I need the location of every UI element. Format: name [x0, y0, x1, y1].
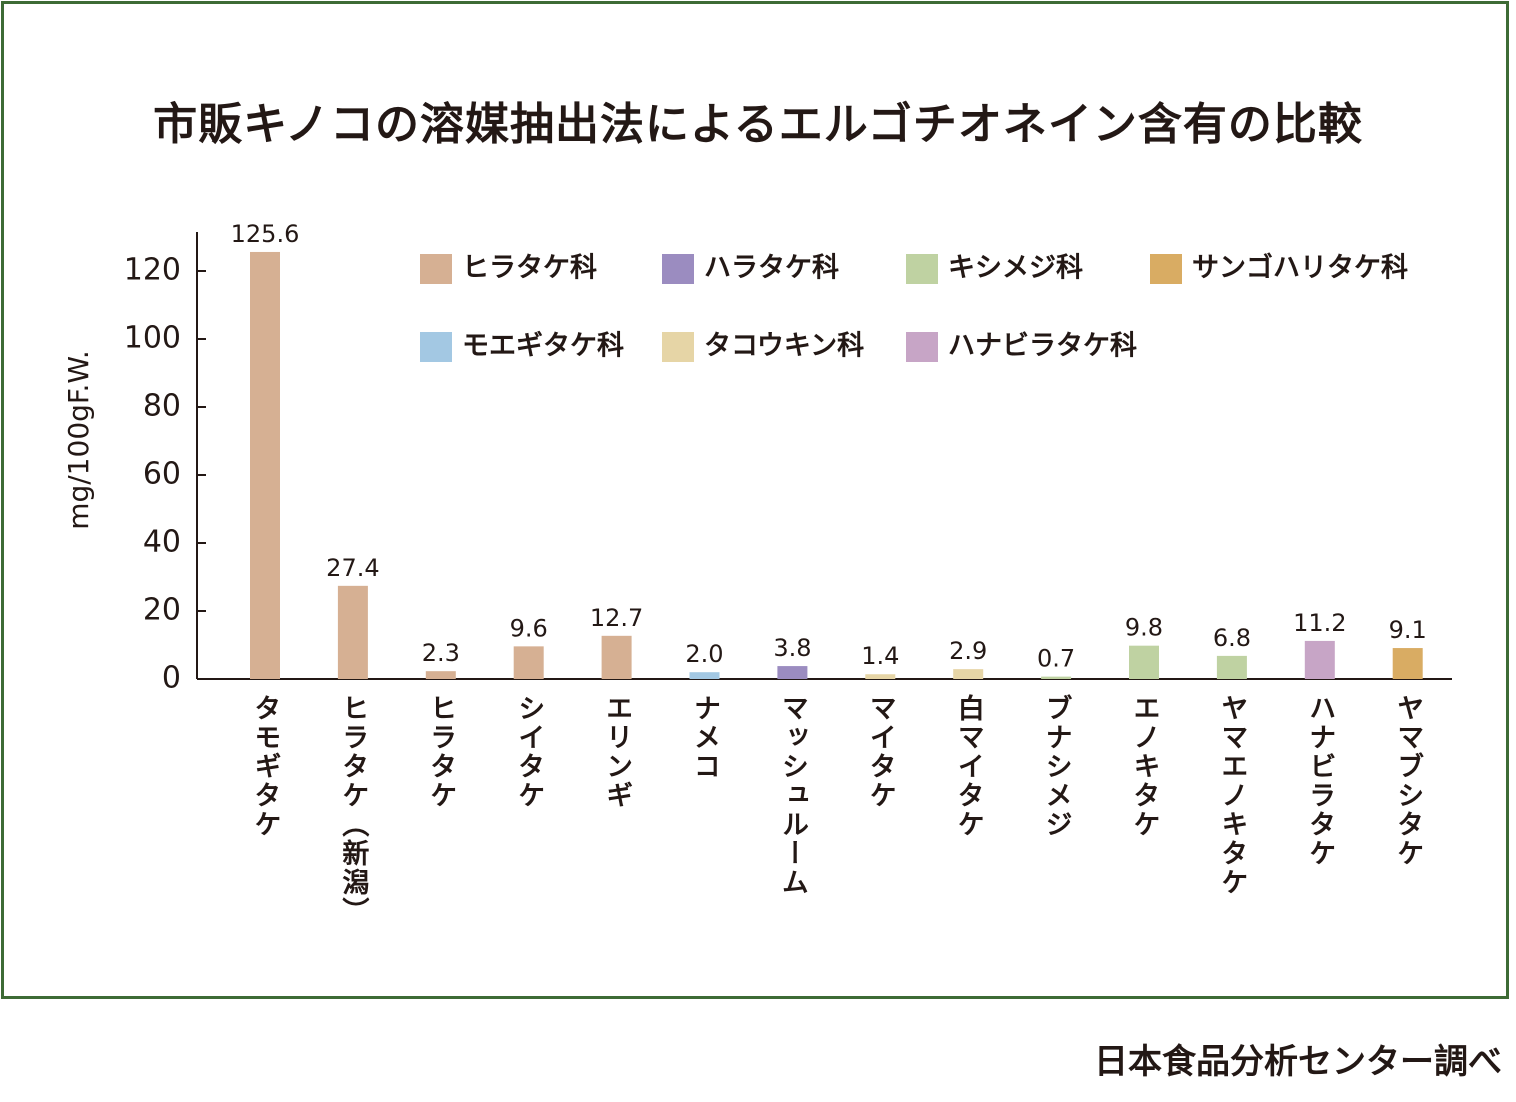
bar-value-label: 2.3 — [422, 639, 460, 667]
bar-value-label: 27.4 — [326, 554, 379, 582]
category-label: 白マイタケ — [953, 693, 984, 839]
category-label: エリンギ — [601, 694, 632, 810]
y-tick-label: 60 — [143, 457, 181, 492]
bar — [1129, 645, 1159, 679]
bar — [689, 672, 720, 679]
legend-item-label: モエギタケ科 — [462, 331, 624, 362]
category-label: ブナシメジ — [1041, 693, 1072, 839]
category-label: ナメコ — [689, 694, 720, 781]
legend-swatch — [906, 332, 938, 362]
category-label: ヤマエノキタケ — [1216, 694, 1247, 897]
bar-value-label: 2.0 — [685, 640, 723, 668]
legend-item-label: タコウキン科 — [704, 331, 864, 362]
bar — [953, 669, 984, 679]
bar-value-label: 2.9 — [949, 637, 987, 665]
y-tick-label: 20 — [143, 593, 181, 628]
legend-swatch — [420, 332, 452, 362]
y-axis: 0 20 40 60 80 100 120 — [124, 232, 206, 696]
category-label: ヤマブシタケ — [1392, 694, 1423, 868]
y-tick-label: 100 — [124, 321, 181, 356]
bar-value-label: 9.8 — [1125, 614, 1163, 642]
chart-title: 市販キノコの溶媒抽出法によるエルゴチオネイン含有の比較 — [153, 99, 1363, 150]
bar — [425, 671, 456, 679]
bar — [337, 585, 368, 679]
category-label: エノキタケ — [1129, 694, 1160, 839]
bar-value-label: 9.6 — [510, 614, 548, 642]
legend-swatch — [662, 332, 694, 362]
bar — [601, 635, 632, 679]
bar — [1216, 655, 1247, 679]
bar-value-label: 0.7 — [1037, 645, 1075, 673]
bar-value-label: 11.2 — [1293, 609, 1346, 637]
legend-item-label: サンゴハリタケ科 — [1192, 252, 1408, 284]
legend-item-label: ハナビラタケ科 — [948, 331, 1137, 362]
y-tick-label: 40 — [143, 525, 181, 560]
y-tick-label: 120 — [124, 253, 181, 288]
category-label: ヒラタケ — [425, 694, 456, 810]
category-label: タモギタケ — [250, 694, 281, 839]
y-tick-label: 0 — [162, 661, 181, 696]
bars: 125.6 タモギタケ 27.4 ヒラタケ（新潟） 2.3 ヒラタケ 9.6 シイタケ 12.7… — [231, 220, 1427, 926]
category-label: マッシュルーム — [777, 694, 808, 897]
category-label: ヒラタケ（新潟） — [337, 694, 369, 926]
category-label: シイタケ — [513, 694, 544, 810]
bar-value-label: 6.8 — [1213, 624, 1251, 652]
y-axis-label: mg/100gF.W. — [62, 350, 95, 530]
bar-chart: mg/100gF.W. 0 20 40 60 80 100 120 125.6 タモギタケ 27… — [62, 220, 1452, 926]
source-note: 日本食品分析センター調べ — [1094, 1042, 1502, 1082]
bar — [513, 646, 544, 679]
bar — [1041, 676, 1072, 679]
bar-value-label: 9.1 — [1389, 616, 1427, 644]
category-label: ハナビラタケ — [1304, 694, 1335, 868]
bar — [1392, 648, 1423, 679]
bar-value-label: 125.6 — [231, 220, 300, 248]
bar — [865, 674, 896, 679]
legend-item-label: ハラタケ科 — [704, 253, 839, 284]
legend-swatch — [420, 254, 452, 284]
legend-item-label: ヒラタケ科 — [462, 253, 597, 284]
y-tick-label: 80 — [143, 389, 181, 424]
legend-swatch — [1150, 254, 1182, 284]
bar-value-label: 12.7 — [590, 604, 643, 632]
bar-value-label: 3.8 — [773, 634, 811, 662]
bar — [1304, 640, 1335, 679]
bar — [250, 251, 280, 679]
legend-swatch — [662, 254, 694, 284]
bar — [777, 666, 808, 679]
legend-swatch — [906, 254, 938, 284]
legend-item-label: キシメジ科 — [948, 253, 1083, 284]
bar-value-label: 1.4 — [861, 642, 899, 670]
category-label: マイタケ — [865, 694, 896, 810]
